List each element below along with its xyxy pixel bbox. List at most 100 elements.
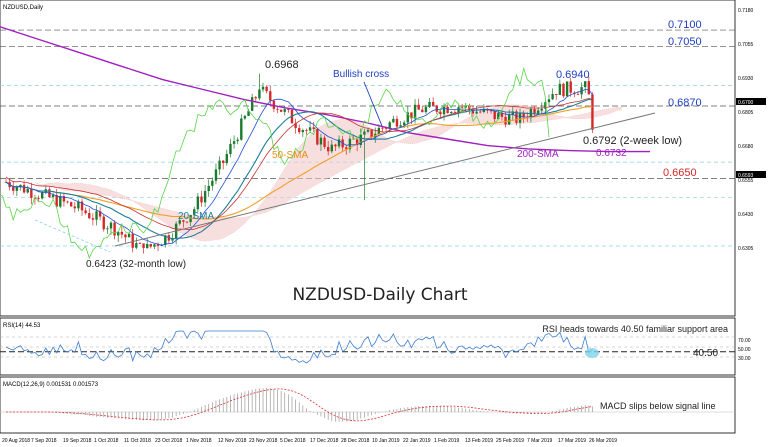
level-label-7100: 0.7100 <box>668 19 702 31</box>
sma200-line <box>0 26 650 153</box>
candle-body <box>15 187 19 191</box>
candle-body <box>533 108 536 114</box>
candle-body <box>84 210 87 214</box>
candle-body <box>185 221 189 223</box>
candle-body <box>279 109 283 112</box>
candle-body <box>73 206 76 209</box>
candle-body <box>55 195 58 207</box>
price-tick: 0.6305 <box>738 246 754 252</box>
candle-body <box>366 129 370 132</box>
candle-body <box>91 218 95 220</box>
level-label-7050: 0.7050 <box>668 36 702 48</box>
candle-body <box>22 184 26 193</box>
rsi-tick: 70.00 <box>738 338 751 344</box>
candle-body <box>109 222 113 229</box>
low-label-6423: 0.6423 (32-month low) <box>86 259 186 270</box>
candle-body <box>482 108 486 112</box>
candle-body <box>413 104 417 119</box>
sma20-line <box>5 98 593 240</box>
candle-body <box>442 106 446 115</box>
date-label: 17 Mar 2019 <box>558 438 586 444</box>
candle-body <box>265 86 268 92</box>
candle-body <box>254 97 257 99</box>
candle-body <box>479 111 482 113</box>
date-label: 23 Nov 2018 <box>249 438 278 444</box>
candle-body <box>272 100 276 109</box>
candle-body <box>591 94 594 130</box>
candle-body <box>200 196 203 203</box>
candle-body <box>232 141 236 144</box>
descending-guide <box>34 219 111 253</box>
candle-body <box>450 111 453 114</box>
date-label: 10 Jan 2019 <box>372 438 400 444</box>
candle-body <box>392 118 395 123</box>
date-label: 25 Feb 2019 <box>496 438 524 444</box>
candle-body <box>30 188 33 198</box>
date-label: 20 Aug 2018 <box>2 438 30 444</box>
candle-body <box>240 118 243 140</box>
candle-body <box>283 109 286 112</box>
candle-body <box>507 114 511 125</box>
date-label: 5 Dec 2018 <box>280 438 306 444</box>
candle-body <box>77 201 80 209</box>
candle-body <box>555 94 558 95</box>
price-tick: 0.6430 <box>738 212 754 218</box>
candle-body <box>453 111 457 113</box>
chart-title: NZDUSD-Daily Chart <box>292 285 467 305</box>
date-axis: 20 Aug 2018 7 Sep 2018 19 Sep 2018 1 Oct… <box>2 438 617 444</box>
price-tick: 0.7180 <box>738 8 754 14</box>
date-label: 7 Sep 2018 <box>31 438 57 444</box>
candle-body <box>489 110 493 112</box>
candle-body <box>399 125 402 127</box>
macd-plot <box>0 388 735 422</box>
date-label: 12 Nov 2018 <box>218 438 247 444</box>
candle-body <box>319 137 323 145</box>
candle-body <box>345 147 348 150</box>
candle-body <box>587 81 591 95</box>
date-label: 26 Mar 2019 <box>589 438 617 444</box>
candle-body <box>518 113 522 123</box>
candle-body <box>182 220 185 222</box>
bullish-cross-arrow <box>363 81 383 127</box>
candle-body <box>95 211 98 220</box>
candle-body <box>98 211 102 217</box>
candle-body <box>431 101 435 106</box>
date-label: 7 Mar 2019 <box>527 438 553 444</box>
level-label-6870: 0.6870 <box>668 97 702 109</box>
candle-body <box>522 113 525 118</box>
candle-body <box>149 243 152 247</box>
candle-body <box>113 222 116 236</box>
candle-body <box>406 112 410 123</box>
candle-body <box>298 128 301 133</box>
level-label-6650: 0.6650 <box>663 167 697 179</box>
candle-body <box>250 97 254 111</box>
candle-body <box>471 109 475 114</box>
candle-body <box>370 129 373 138</box>
candle-body <box>388 122 391 129</box>
candle-body <box>403 122 406 126</box>
candle-body <box>493 111 496 120</box>
candle-body <box>576 94 580 95</box>
rsi-tick: 30.00 <box>738 356 751 362</box>
candle-body <box>33 197 37 199</box>
candle-body <box>106 228 109 230</box>
candle-body <box>203 191 207 203</box>
candle-body <box>62 196 66 202</box>
high-label-6940: 0.6940 <box>556 69 590 81</box>
candle-body <box>236 139 239 142</box>
rsi-line <box>5 330 593 364</box>
candle-body <box>475 111 478 114</box>
candle-body <box>37 198 40 199</box>
candle-body <box>504 116 507 125</box>
candle-body <box>326 146 330 152</box>
rsi-comment: RSI heads towards 40.50 familiar support… <box>542 324 728 334</box>
date-label: 23 Oct 2018 <box>155 438 182 444</box>
candle-body <box>515 111 518 123</box>
candle-body <box>308 127 312 131</box>
price-tick: 0.6680 <box>738 144 754 150</box>
candle-body <box>276 108 279 110</box>
date-label: 1 Nov 2018 <box>186 438 212 444</box>
candle-body <box>359 134 362 146</box>
price-marker: 0.6593 <box>738 173 754 179</box>
